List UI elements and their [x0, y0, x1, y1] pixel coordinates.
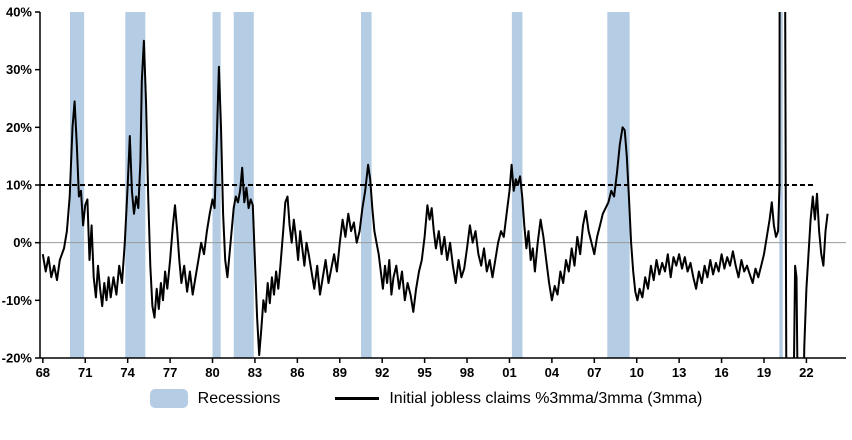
- svg-text:13: 13: [672, 365, 686, 380]
- svg-text:77: 77: [163, 365, 177, 380]
- svg-text:92: 92: [375, 365, 389, 380]
- svg-text:71: 71: [78, 365, 92, 380]
- svg-text:16: 16: [714, 365, 728, 380]
- svg-text:68: 68: [36, 365, 50, 380]
- svg-text:95: 95: [417, 365, 431, 380]
- recession-swatch-icon: [149, 389, 188, 408]
- svg-text:01: 01: [502, 365, 516, 380]
- legend-label-recessions: Recessions: [197, 389, 281, 407]
- svg-text:98: 98: [460, 365, 474, 380]
- legend-label-series: Initial jobless claims %3mma/3mma (3mma): [389, 389, 703, 407]
- svg-text:83: 83: [248, 365, 262, 380]
- svg-text:89: 89: [333, 365, 347, 380]
- svg-text:40%: 40%: [6, 5, 32, 20]
- svg-text:07: 07: [587, 365, 601, 380]
- legend-item-series: Initial jobless claims %3mma/3mma (3mma): [335, 390, 702, 408]
- svg-text:-10%: -10%: [2, 293, 33, 308]
- svg-text:20%: 20%: [6, 120, 32, 135]
- svg-text:86: 86: [290, 365, 304, 380]
- svg-text:30%: 30%: [6, 62, 32, 77]
- jobless-claims-chart: 40% 30% 20% 10% 0% -10% -20%68 71 74 77 80 83 86 89 92…: [2, 5, 846, 380]
- svg-text:74: 74: [120, 365, 135, 380]
- svg-text:10: 10: [629, 365, 643, 380]
- svg-text:10%: 10%: [6, 178, 32, 193]
- svg-text:80: 80: [205, 365, 219, 380]
- svg-text:04: 04: [545, 365, 560, 380]
- chart-legend: Recessions Initial jobless claims %3mma/…: [0, 389, 852, 408]
- svg-text:19: 19: [757, 365, 771, 380]
- legend-item-recessions: Recessions: [149, 389, 281, 408]
- svg-text:0%: 0%: [13, 235, 32, 250]
- series-line-swatch-icon: [335, 397, 380, 400]
- svg-text:-20%: -20%: [2, 351, 33, 366]
- svg-text:22: 22: [799, 365, 813, 380]
